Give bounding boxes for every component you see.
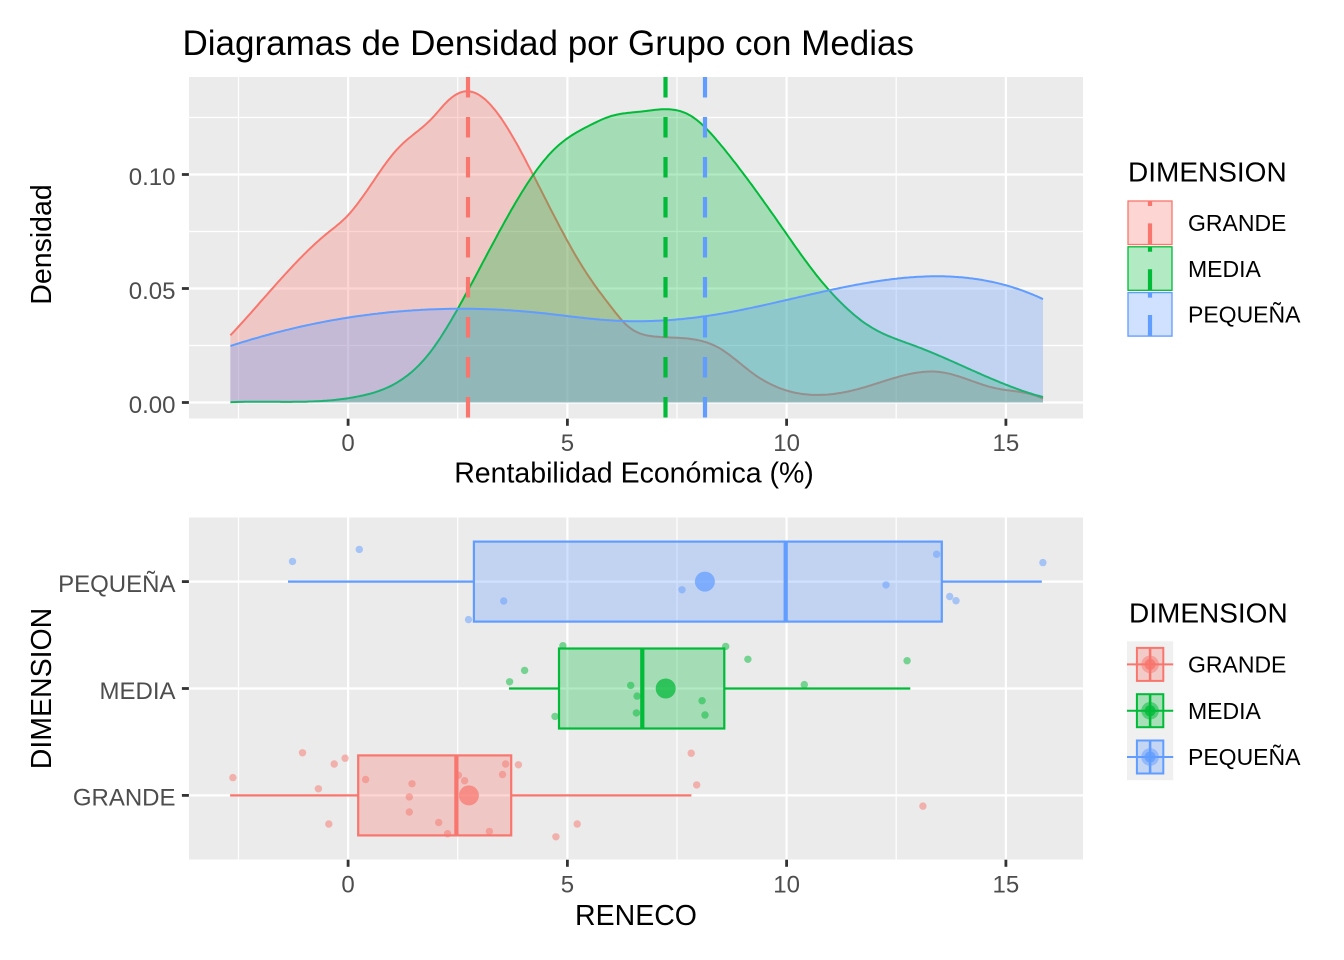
svg-text:5: 5 xyxy=(561,430,574,457)
svg-text:MEDIA: MEDIA xyxy=(1188,256,1262,282)
svg-text:Densidad: Densidad xyxy=(26,184,58,304)
svg-text:0: 0 xyxy=(341,430,354,457)
svg-text:GRANDE: GRANDE xyxy=(73,785,176,812)
svg-text:DIMENSION: DIMENSION xyxy=(1129,598,1288,629)
svg-text:DIMENSION: DIMENSION xyxy=(1128,157,1287,188)
svg-text:RENECO: RENECO xyxy=(575,900,697,932)
svg-text:0.00: 0.00 xyxy=(129,392,176,419)
svg-text:GRANDE: GRANDE xyxy=(1188,652,1286,678)
svg-text:GRANDE: GRANDE xyxy=(1188,210,1286,236)
svg-text:MEDIA: MEDIA xyxy=(99,678,175,705)
svg-text:10: 10 xyxy=(773,872,800,899)
svg-text:DIMENSION: DIMENSION xyxy=(26,608,58,770)
svg-text:0.05: 0.05 xyxy=(129,278,176,305)
svg-text:MEDIA: MEDIA xyxy=(1188,698,1262,724)
svg-text:Rentabilidad Económica (%): Rentabilidad Económica (%) xyxy=(454,458,814,490)
svg-text:PEQUEÑA: PEQUEÑA xyxy=(58,571,175,598)
svg-text:0: 0 xyxy=(341,872,354,899)
svg-text:15: 15 xyxy=(993,430,1020,457)
svg-text:5: 5 xyxy=(561,872,574,899)
svg-text:Diagramas de Densidad por Grup: Diagramas de Densidad por Grupo con Medi… xyxy=(183,24,915,63)
svg-text:PEQUEÑA: PEQUEÑA xyxy=(1188,744,1301,770)
svg-text:15: 15 xyxy=(993,872,1020,899)
svg-text:PEQUEÑA: PEQUEÑA xyxy=(1188,302,1301,328)
svg-text:0.10: 0.10 xyxy=(129,164,176,191)
svg-text:10: 10 xyxy=(773,430,800,457)
